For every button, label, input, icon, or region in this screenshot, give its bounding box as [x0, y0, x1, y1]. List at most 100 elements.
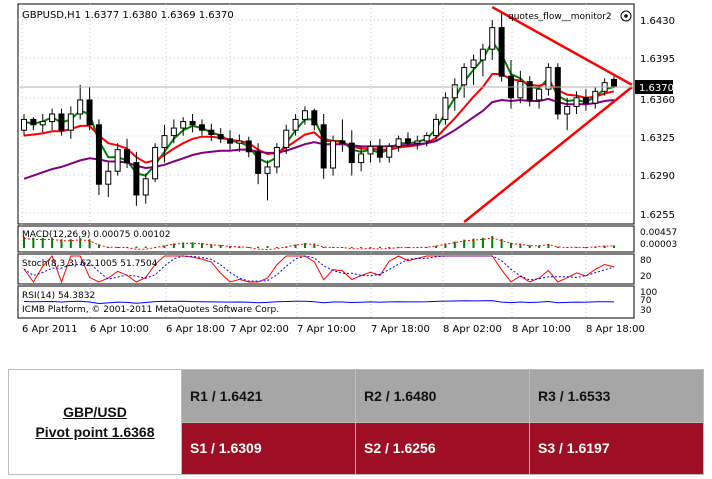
- candle-body: [49, 113, 56, 123]
- rsi-line: [23, 300, 615, 305]
- copyright-text: ICMB Platform, © 2001-2011 MetaQuotes So…: [22, 305, 279, 315]
- candle-body: [30, 118, 37, 126]
- candle-body: [582, 97, 589, 104]
- price-axis: 1.6430 1.6395 1.6360 1.6325 1.6290 1.625…: [640, 16, 675, 221]
- stoch-label: Stoch(8,3,3) 62.1005 51.7504: [22, 259, 158, 269]
- time-label: 8 Apr 10:00: [512, 324, 571, 335]
- macd-tick: 0.00457: [640, 228, 677, 238]
- candle-body: [86, 99, 93, 126]
- candle-body: [414, 140, 421, 144]
- candle-body: [479, 48, 486, 61]
- price-tick: 1.6395: [640, 54, 675, 65]
- rsi-tick: 30: [640, 306, 652, 316]
- time-label: 7 Apr 18:00: [371, 324, 430, 335]
- candle-body: [517, 81, 524, 99]
- moving-average-line: [23, 97, 615, 180]
- current-price-value: 1.6370: [639, 83, 674, 94]
- resistance-trendline: [491, 5, 633, 86]
- candle-body: [564, 105, 571, 115]
- price-tick: 1.6255: [640, 210, 675, 221]
- candle-body: [395, 138, 402, 147]
- candle-body: [264, 166, 271, 174]
- candle-body: [573, 97, 580, 107]
- candle-body: [283, 129, 290, 148]
- s3-cell: S3 / 1.6197: [529, 421, 704, 475]
- candle-body: [545, 67, 552, 90]
- stoch-tick: 20: [640, 272, 652, 282]
- price-tick: 1.6290: [640, 171, 675, 182]
- rsi-label: RSI(14) 54.3832: [22, 291, 95, 301]
- candle-body: [442, 97, 449, 120]
- pivot-point-label: Pivot point 1.6368: [35, 424, 155, 440]
- candle-body: [376, 145, 383, 158]
- moving-average-line: [23, 73, 615, 164]
- candle-body: [124, 149, 131, 164]
- support-trendline: [463, 86, 633, 223]
- candle-body: [498, 27, 505, 77]
- candle-body: [170, 127, 177, 137]
- rsi-tick: 100: [640, 288, 657, 298]
- candle-body: [348, 142, 355, 164]
- current-price-tag: [635, 80, 673, 94]
- candle-body: [180, 121, 187, 129]
- time-label: 7 Apr 10:00: [297, 324, 356, 335]
- candle-body: [330, 140, 337, 169]
- rsi-tick: 70: [640, 296, 652, 306]
- candle-body: [554, 67, 561, 115]
- candle-body: [198, 124, 205, 131]
- candle-body: [95, 124, 102, 185]
- r3-cell: R3 / 1.6533: [529, 369, 704, 423]
- price-tick: 1.6325: [640, 133, 675, 144]
- macd-signal-line: [23, 237, 615, 251]
- candle-body: [208, 129, 215, 136]
- candle-body: [470, 59, 477, 69]
- r2-cell: R2 / 1.6480: [355, 369, 530, 423]
- candle-body: [114, 149, 121, 172]
- stoch-tick: 80: [640, 256, 652, 266]
- time-label: 8 Apr 18:00: [586, 324, 645, 335]
- main-price-panel[interactable]: [17, 3, 635, 225]
- resistance-row: GBP/USD Pivot point 1.6368 R1 / 1.6421 R…: [8, 369, 704, 475]
- candle-body: [358, 153, 365, 164]
- candle-body: [217, 134, 224, 140]
- stochastic-panel[interactable]: [17, 253, 635, 285]
- candle-body: [536, 88, 543, 101]
- time-label: 7 Apr 02:00: [230, 324, 289, 335]
- candle-body: [611, 78, 617, 88]
- candle-body: [273, 146, 280, 168]
- stoch-signal-line: [23, 255, 615, 282]
- candle-body: [67, 113, 74, 131]
- candle-body: [21, 118, 27, 131]
- candle-body: [386, 145, 393, 158]
- symbol-label: GBP/USD: [63, 404, 127, 420]
- chart-header: GBPUSD,H1 1.6377 1.6380 1.6369 1.6370: [22, 10, 234, 21]
- candle-body: [189, 121, 196, 126]
- indicator-label: quotes_flow__monitor2: [508, 12, 612, 22]
- s2-cell: S2 / 1.6256: [355, 421, 530, 475]
- candle-body: [320, 124, 327, 169]
- macd-label: MACD(12,26,9) 0.00075 0.00102: [22, 230, 171, 240]
- candle-body: [39, 121, 46, 126]
- time-axis: 6 Apr 2011 6 Apr 10:00 6 Apr 18:00 7 Apr…: [22, 324, 645, 335]
- candle-body: [255, 151, 262, 174]
- candle-body: [77, 99, 84, 115]
- pivot-title-cell: GBP/USD Pivot point 1.6368: [8, 369, 182, 475]
- price-tick: 1.6360: [640, 95, 675, 106]
- candle-body: [451, 84, 458, 99]
- candle-body: [339, 140, 346, 144]
- candle-body: [142, 178, 149, 196]
- pivot-table: GBP/USD Pivot point 1.6368 R1 / 1.6421 R…: [8, 369, 704, 475]
- time-label: 8 Apr 02:00: [443, 324, 502, 335]
- candle-body: [245, 140, 252, 153]
- candle-body: [161, 135, 168, 148]
- candle-body: [133, 162, 140, 196]
- candle-body: [301, 110, 308, 120]
- candle-body: [58, 113, 65, 131]
- stoch-main-line: [23, 255, 615, 284]
- time-label: 6 Apr 10:00: [90, 324, 149, 335]
- time-label: 6 Apr 2011: [22, 324, 77, 335]
- price-chart[interactable]: GBPUSD,H1 1.6377 1.6380 1.6369 1.6370 qu…: [0, 0, 712, 340]
- gear-icon[interactable]: [620, 10, 632, 22]
- candle-body: [292, 118, 299, 131]
- candle-body: [592, 90, 599, 104]
